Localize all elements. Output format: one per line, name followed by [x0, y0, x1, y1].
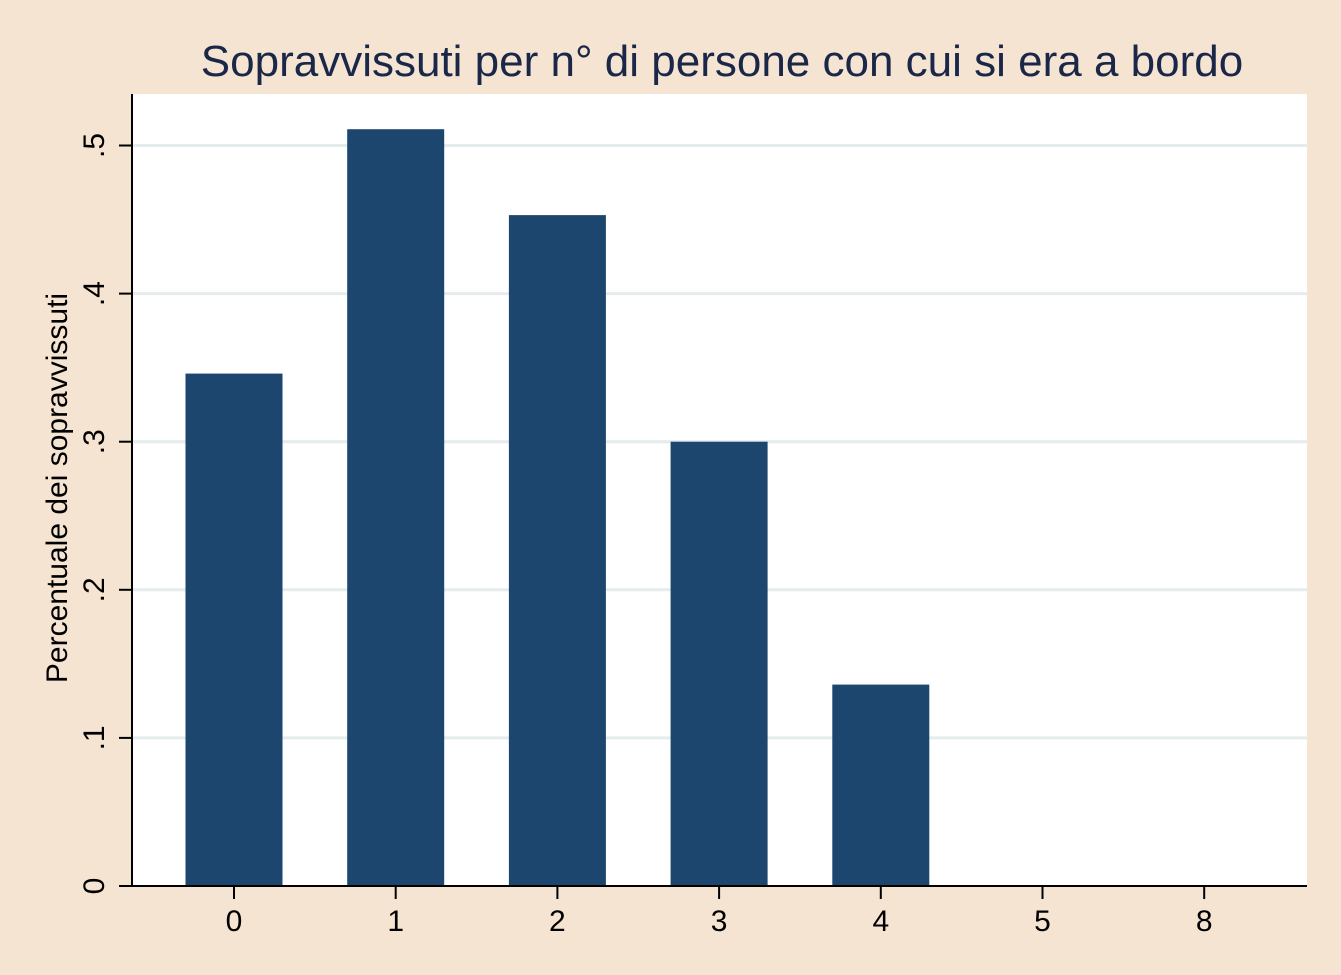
x-tick-label: 8	[1196, 905, 1213, 938]
x-tick-label: 4	[872, 905, 889, 938]
bars	[185, 129, 930, 887]
y-tick-label: .2	[78, 577, 111, 602]
bar	[508, 215, 606, 886]
y-axis-label: Percentuale dei sopravvissuti	[41, 293, 74, 683]
bar	[832, 684, 930, 886]
x-tick-label: 5	[1034, 905, 1051, 938]
bar	[670, 441, 768, 886]
axes: 0 .1 .2 .3 .4 .5 0 1 2 3 4 5 8	[78, 94, 1307, 938]
y-tick-label: 0	[78, 878, 111, 895]
bar	[347, 129, 445, 887]
chart-title: Sopravvissuti per n° di persone con cui …	[201, 37, 1243, 86]
x-tick-label: 0	[226, 905, 243, 938]
y-tick-label: .5	[78, 133, 111, 158]
y-tick-label: .3	[78, 429, 111, 454]
y-tick-label: .1	[78, 725, 111, 750]
x-tick-label: 3	[711, 905, 728, 938]
bar	[185, 373, 283, 887]
x-tick-label: 1	[387, 905, 404, 938]
x-tick-label: 2	[549, 905, 566, 938]
y-tick-label: .4	[78, 281, 111, 306]
